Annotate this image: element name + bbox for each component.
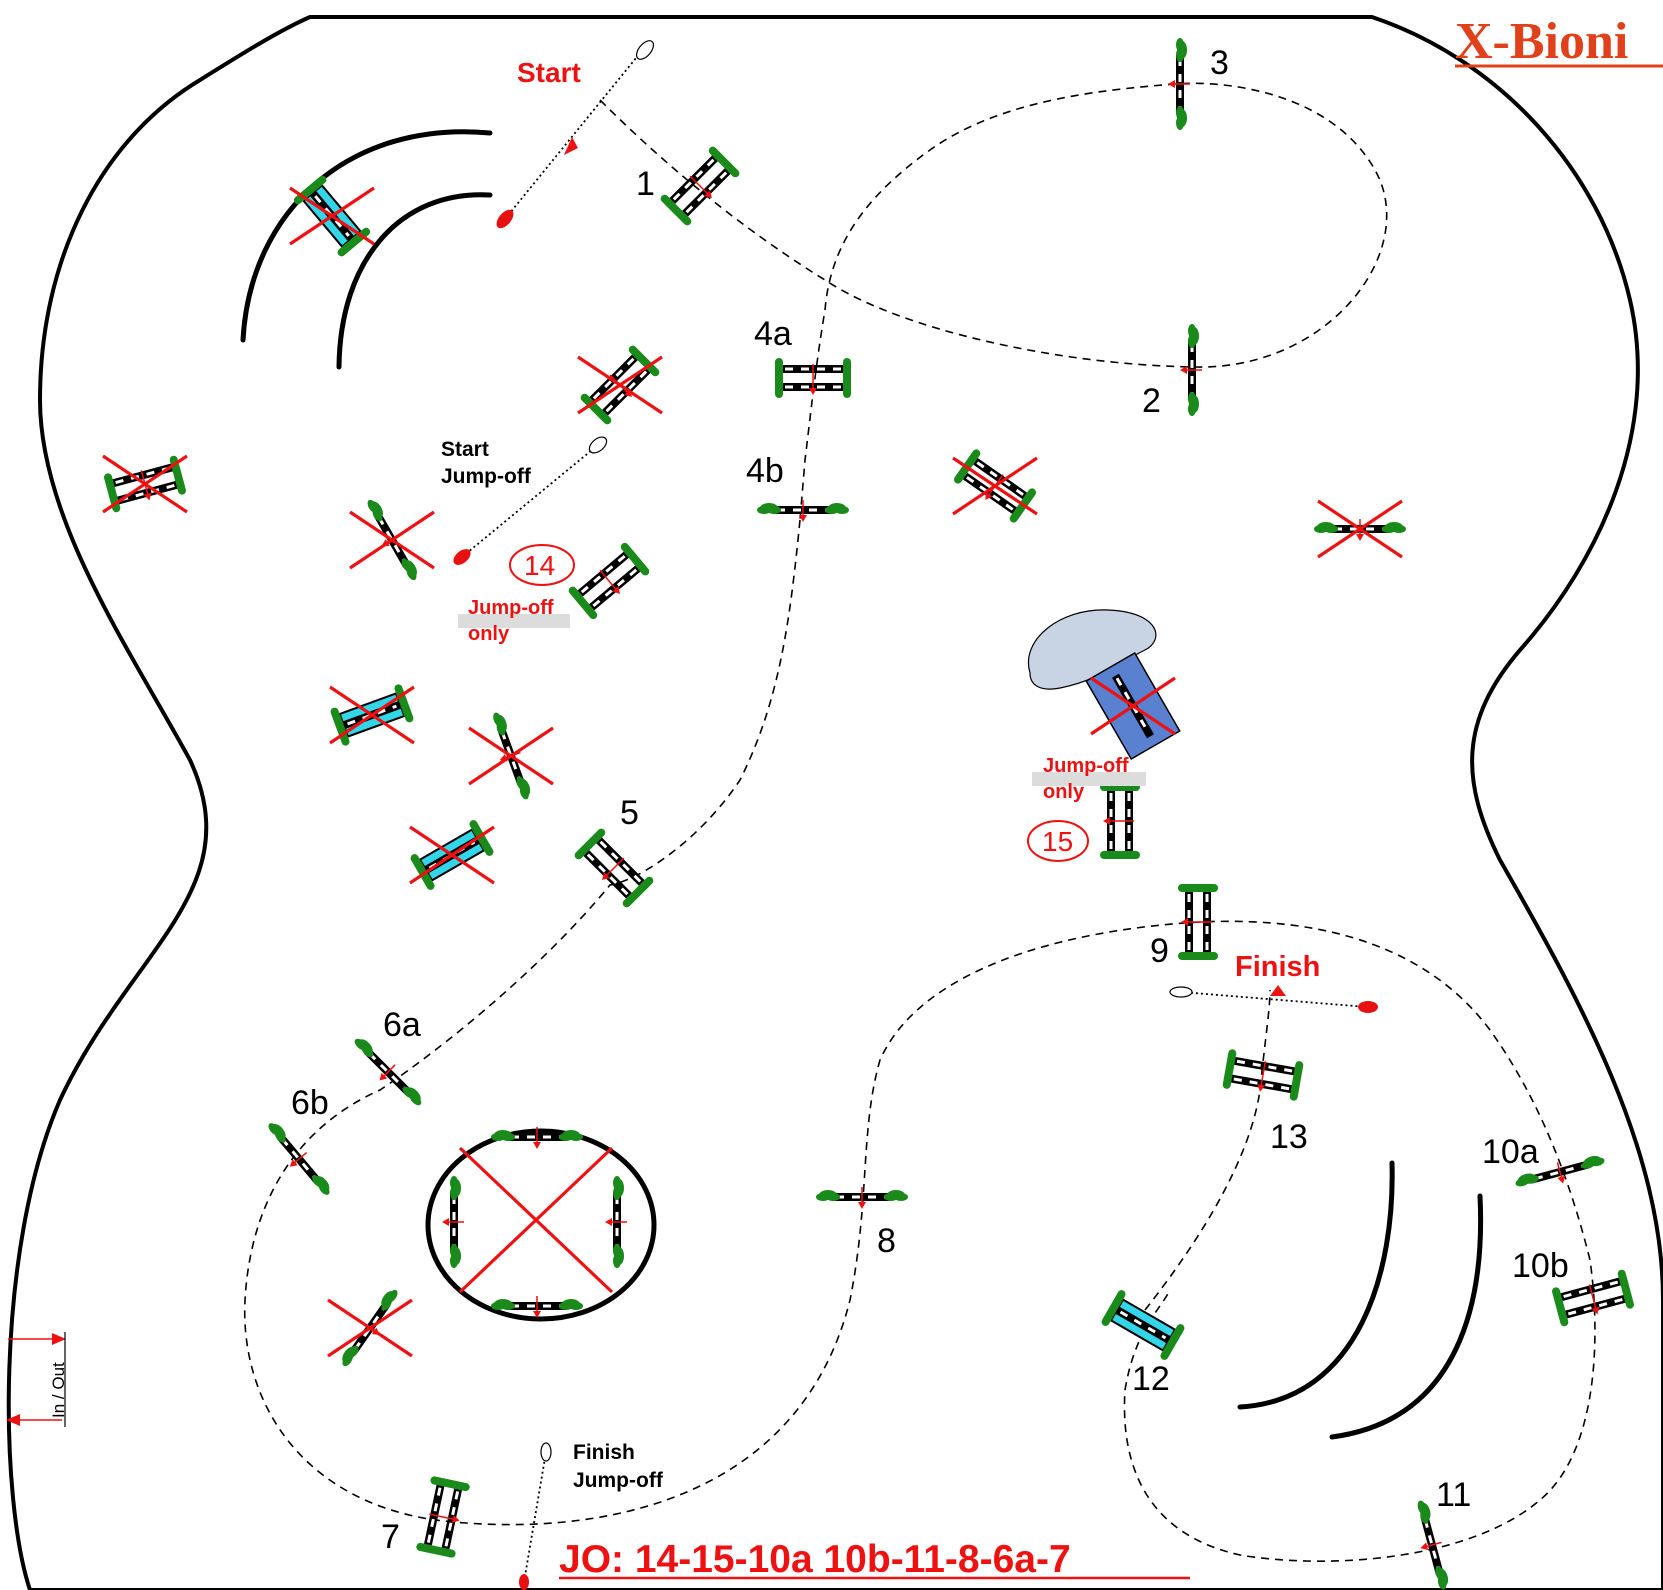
course-path-12-13 bbox=[1144, 989, 1271, 1311]
arc-wall-bottom-left bbox=[1237, 1160, 1395, 1410]
jump-15-note: Jump-off only bbox=[1043, 755, 1134, 803]
unused-vertical-g bbox=[467, 696, 555, 816]
jump-14-circle bbox=[509, 544, 575, 586]
unused-oxer-a bbox=[576, 315, 664, 455]
start-marker-red bbox=[496, 209, 514, 229]
jump-4a bbox=[779, 362, 847, 395]
jumpoff-finish-label: Finish Jump-off bbox=[573, 1441, 664, 1492]
finish-marker-white bbox=[1169, 986, 1193, 998]
jump-label-13: 13 bbox=[1270, 1118, 1308, 1156]
jump-15 bbox=[1103, 787, 1136, 855]
jump-label-4a: 4a bbox=[754, 315, 792, 353]
in-out-gate: In / Out bbox=[6, 1332, 68, 1427]
crossed-oval-ring bbox=[425, 1127, 657, 1319]
jump-label-7: 7 bbox=[381, 1518, 400, 1556]
jumpoff-start-label: Start Jump-off bbox=[441, 438, 532, 488]
jump-label-10a: 10a bbox=[1482, 1133, 1539, 1171]
jump-label-6b: 6b bbox=[291, 1084, 329, 1122]
jump-3 bbox=[1168, 38, 1190, 130]
unused-oxer-d bbox=[951, 419, 1039, 554]
start-arrow bbox=[564, 137, 578, 155]
jump-label-15: 15 bbox=[1042, 826, 1073, 857]
course-path-1-4b bbox=[599, 82, 1388, 521]
jump-12 bbox=[1106, 1294, 1181, 1356]
jump-label-11: 11 bbox=[1436, 1476, 1471, 1514]
unused-water-h bbox=[408, 791, 496, 920]
jump-1 bbox=[665, 151, 736, 222]
jumpoff-sequence: JO: 14-15-10a 10b-11-8-6a-7 bbox=[559, 1538, 1071, 1581]
finish-arrow bbox=[1270, 985, 1286, 996]
jump-label-9: 9 bbox=[1150, 932, 1169, 970]
unused-oxer-b bbox=[101, 454, 189, 514]
start-marker-white bbox=[635, 40, 655, 60]
unused-vertical-c bbox=[348, 475, 436, 605]
jump-label-2: 2 bbox=[1142, 382, 1161, 420]
finish-marker-red bbox=[1358, 1001, 1378, 1013]
jumpoff-finish-line bbox=[523, 1451, 547, 1583]
unused-water-f bbox=[328, 660, 416, 770]
jump-4b bbox=[757, 500, 849, 522]
jump-6b bbox=[260, 1117, 336, 1202]
arena-boundary bbox=[6, 15, 1663, 1590]
jump-label-1: 1 bbox=[636, 165, 655, 203]
jump-7 bbox=[420, 1480, 466, 1553]
jump-8 bbox=[816, 1187, 908, 1209]
unused-vertical-i bbox=[326, 1261, 414, 1396]
arc-wall-bottom-right bbox=[1329, 1193, 1484, 1440]
jump-label-6a: 6a bbox=[383, 1006, 421, 1044]
jump-label-4b: 4b bbox=[746, 452, 784, 490]
jump-label-8: 8 bbox=[877, 1222, 896, 1260]
jump-9 bbox=[1181, 888, 1214, 956]
jump-14-note-bg bbox=[458, 614, 570, 628]
course-path-4b-6b bbox=[243, 519, 1596, 1562]
event-title: X-Bioni bbox=[1455, 13, 1628, 70]
finish-label: Finish bbox=[1235, 951, 1320, 983]
arc-wall-top-inner bbox=[336, 192, 493, 370]
jumpoff-finish-marker-white bbox=[540, 1442, 552, 1462]
pond bbox=[1027, 609, 1157, 690]
jump-2 bbox=[1180, 324, 1202, 416]
start-label: Start bbox=[517, 57, 581, 88]
jumpoff-start-line bbox=[461, 444, 599, 558]
jump-5 bbox=[578, 833, 649, 904]
jump-label-12: 12 bbox=[1132, 1360, 1170, 1398]
jump-label-10b: 10b bbox=[1512, 1247, 1569, 1285]
unused-vertical-e bbox=[1314, 499, 1406, 559]
start-line bbox=[504, 46, 646, 220]
in-out-label: In / Out bbox=[49, 1362, 68, 1418]
jumpoff-start-marker-red bbox=[453, 549, 471, 565]
jump-15-note-bg bbox=[1032, 772, 1146, 786]
finish-line bbox=[1180, 991, 1368, 1008]
jump-label-14: 14 bbox=[524, 550, 555, 581]
jumpoff-finish-marker-red bbox=[519, 1574, 529, 1590]
jump-label-5: 5 bbox=[620, 794, 639, 832]
jump-label-3: 3 bbox=[1210, 44, 1229, 82]
unused-liverpool bbox=[1085, 652, 1181, 760]
jumpoff-start-marker-white bbox=[588, 436, 608, 454]
jump-15-circle bbox=[1027, 820, 1089, 862]
jump-14 bbox=[573, 547, 646, 616]
jump-14-note: Jump-off only bbox=[468, 597, 559, 645]
